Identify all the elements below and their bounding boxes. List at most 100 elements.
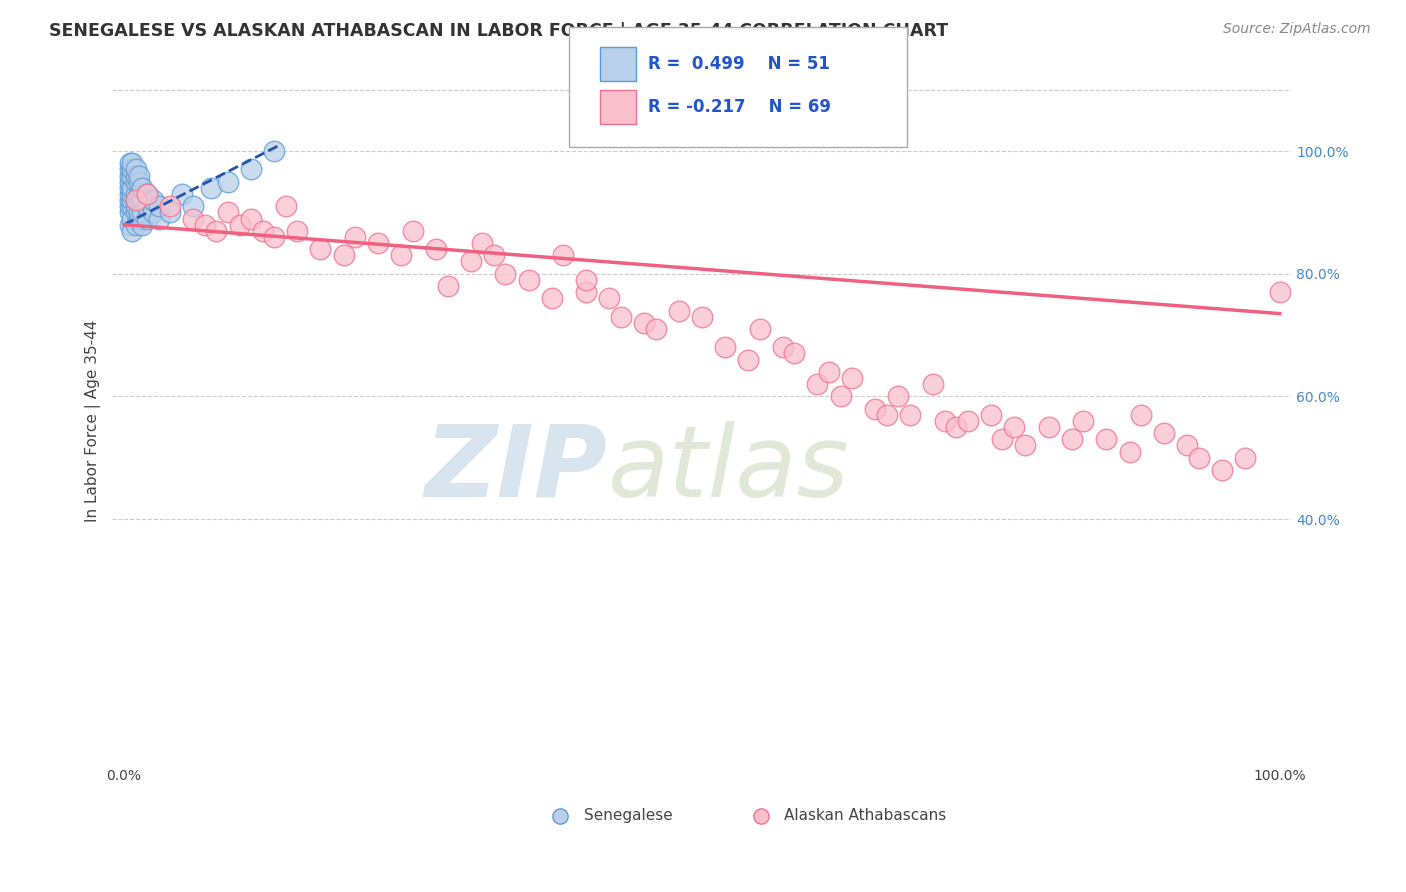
Point [118, 218, 141, 232]
Text: atlas: atlas [607, 420, 849, 517]
Point [553, 248, 575, 262]
Point [118, 205, 141, 219]
Point [128, 193, 150, 207]
Point [956, 414, 979, 428]
Point [344, 230, 367, 244]
Point [460, 254, 482, 268]
Point [389, 248, 412, 262]
Point [118, 169, 141, 183]
Point [217, 175, 239, 189]
Point [121, 156, 143, 170]
Point [170, 186, 193, 201]
Text: Alaskan Athabascans: Alaskan Athabascans [785, 808, 946, 823]
Point [830, 389, 852, 403]
Point [118, 193, 141, 207]
Point [136, 186, 159, 201]
Point [136, 199, 159, 213]
Point [980, 408, 1002, 422]
Point [121, 169, 143, 183]
Point [136, 211, 159, 226]
Point [887, 389, 910, 403]
Point [367, 235, 389, 250]
Point [240, 211, 263, 226]
Point [1211, 463, 1233, 477]
Point [714, 340, 737, 354]
Point [128, 205, 150, 219]
Point [228, 218, 250, 232]
Point [1071, 414, 1094, 428]
Point [876, 408, 898, 422]
Point [131, 218, 153, 232]
Point [121, 193, 143, 207]
Text: Senegalese: Senegalese [583, 808, 672, 823]
Point [934, 414, 956, 428]
Point [425, 242, 447, 256]
Point [818, 365, 841, 379]
Point [598, 291, 620, 305]
Point [806, 377, 828, 392]
Point [898, 408, 921, 422]
Point [118, 199, 141, 213]
Point [274, 199, 297, 213]
Point [118, 181, 141, 195]
Point [922, 377, 945, 392]
Point [118, 186, 141, 201]
Point [121, 199, 143, 213]
Point [159, 199, 181, 213]
Point [1118, 444, 1140, 458]
Point [124, 169, 146, 183]
Point [181, 211, 204, 226]
Point [136, 186, 159, 201]
Point [1060, 433, 1083, 447]
Point [148, 199, 170, 213]
Text: Source: ZipAtlas.com: Source: ZipAtlas.com [1223, 22, 1371, 37]
Point [124, 218, 146, 232]
Point [142, 205, 165, 219]
Point [668, 303, 690, 318]
Point [1234, 450, 1257, 465]
Text: R = -0.217    N = 69: R = -0.217 N = 69 [648, 98, 831, 116]
Point [945, 420, 967, 434]
Text: SENEGALESE VS ALASKAN ATHABASCAN IN LABOR FORCE | AGE 35-44 CORRELATION CHART: SENEGALESE VS ALASKAN ATHABASCAN IN LABO… [49, 22, 948, 40]
Text: R =  0.499    N = 51: R = 0.499 N = 51 [648, 55, 830, 73]
Point [690, 310, 713, 324]
Point [332, 248, 354, 262]
Point [494, 267, 516, 281]
Point [1095, 433, 1118, 447]
Point [263, 230, 285, 244]
Point [252, 224, 274, 238]
Point [737, 352, 759, 367]
Point [748, 322, 770, 336]
Point [482, 248, 505, 262]
Point [131, 193, 153, 207]
Point [124, 205, 146, 219]
Point [148, 211, 170, 226]
Point [194, 218, 217, 232]
Point [121, 186, 143, 201]
Point [205, 224, 228, 238]
Point [1153, 426, 1175, 441]
Point [610, 310, 633, 324]
Point [124, 199, 146, 213]
Point [841, 371, 863, 385]
Point [118, 156, 141, 170]
Point [436, 279, 458, 293]
Point [1268, 285, 1291, 300]
Point [121, 224, 143, 238]
Point [131, 205, 153, 219]
Point [121, 211, 143, 226]
Point [1014, 438, 1036, 452]
Point [772, 340, 794, 354]
Text: ZIP: ZIP [425, 420, 607, 517]
Point [748, 804, 770, 818]
Point [471, 235, 494, 250]
Point [1188, 450, 1211, 465]
Point [285, 224, 308, 238]
Point [128, 186, 150, 201]
Point [575, 285, 598, 300]
Point [1175, 438, 1198, 452]
Point [200, 181, 222, 195]
Point [240, 162, 263, 177]
Point [159, 205, 181, 219]
Point [309, 242, 332, 256]
